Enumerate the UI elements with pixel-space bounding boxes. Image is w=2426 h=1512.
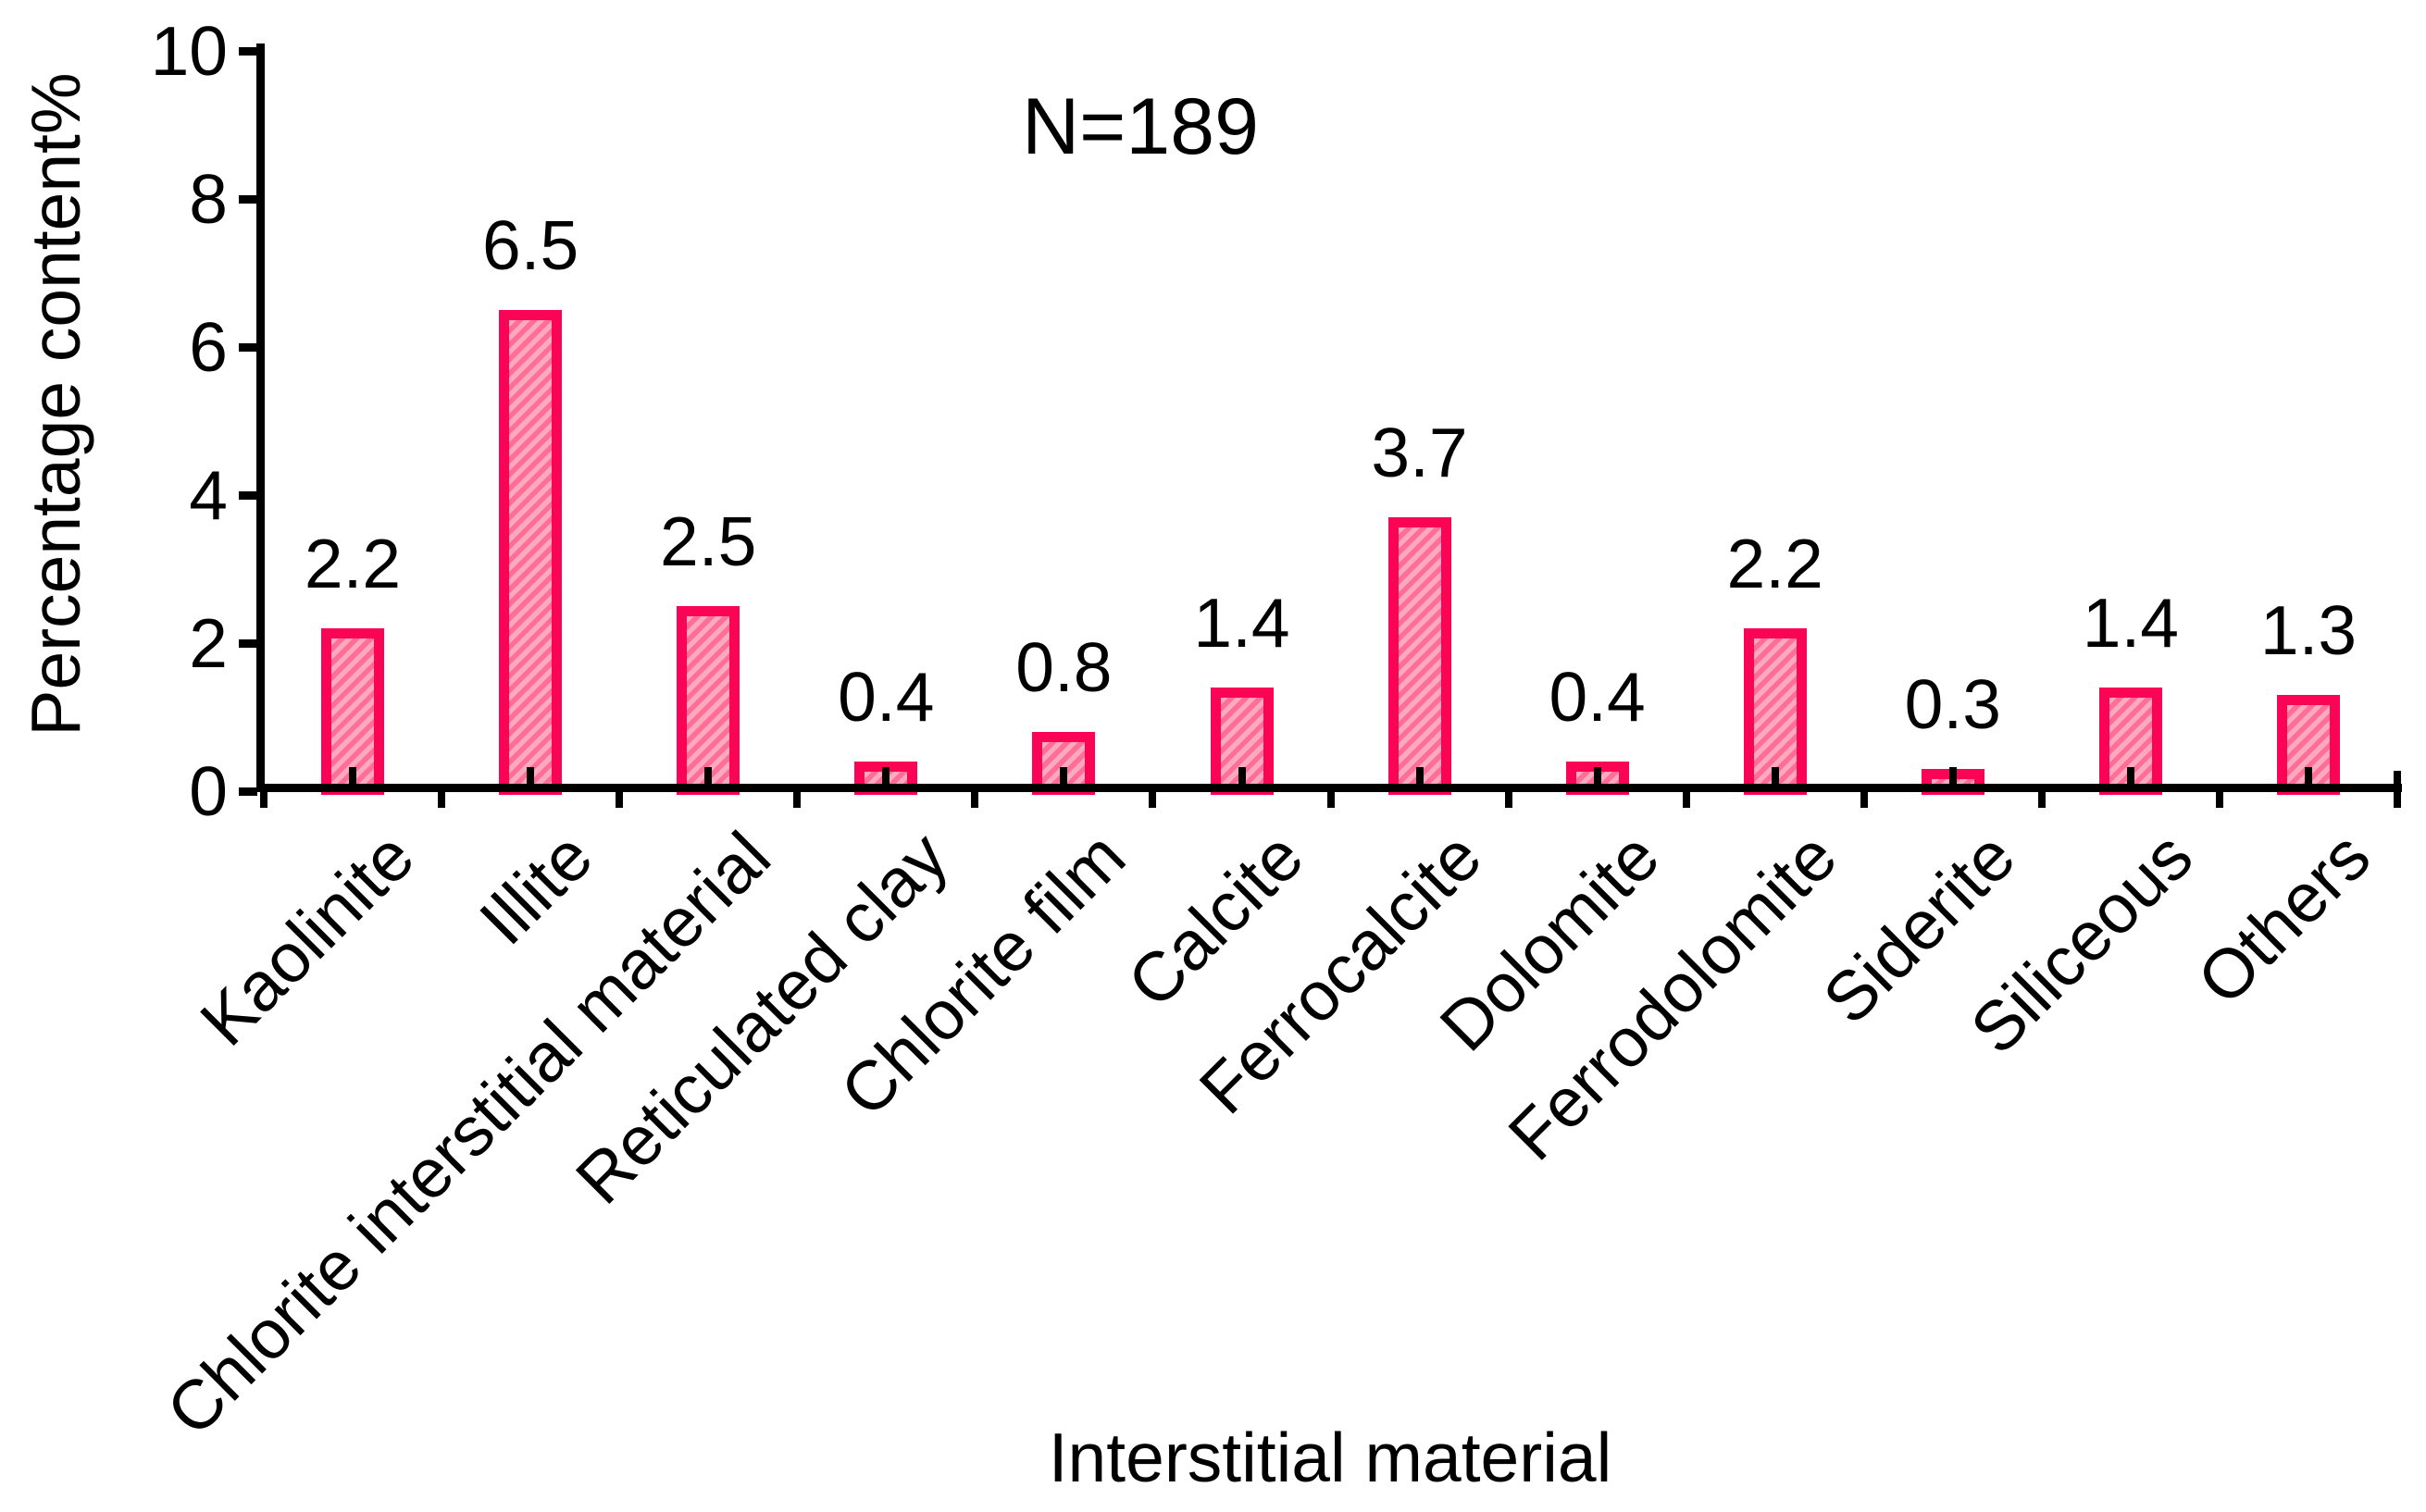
bar-value-label: 0.3 (1904, 665, 2001, 743)
x-tick-boundary (1682, 792, 1690, 808)
x-tick-boundary (1860, 792, 1868, 808)
x-tick-inside (2305, 767, 2312, 784)
bar-value-label: 0.4 (838, 658, 935, 736)
x-tick-boundary (438, 792, 446, 808)
x-tick-inside (349, 767, 356, 784)
x-tick-inside (1060, 767, 1068, 784)
x-tick-boundary (2215, 792, 2223, 808)
bar-value-label: 2.2 (304, 525, 402, 602)
x-tick-boundary (2394, 771, 2401, 808)
y-tick-label: 6 (189, 308, 228, 386)
y-tick-label: 10 (150, 12, 228, 90)
bar-ferrocalcite (1387, 517, 1451, 795)
x-tick-boundary (616, 792, 624, 808)
bar-value-label: 0.4 (1549, 658, 1646, 736)
x-tick-inside (2126, 767, 2134, 784)
y-tick (239, 47, 257, 56)
bar-value-label: 0.8 (1015, 628, 1113, 706)
bar-value-label: 6.5 (481, 206, 579, 284)
bar-value-label: 1.3 (2259, 591, 2358, 669)
bar-value-label: 2.5 (660, 502, 757, 580)
x-tick-boundary (2037, 792, 2046, 808)
y-axis-title: Percentage content% (17, 72, 94, 737)
x-tick-inside (1593, 767, 1601, 784)
bar-value-label: 1.4 (1193, 584, 1290, 662)
bar-illite (499, 310, 563, 795)
y-tick (239, 787, 257, 796)
category-label-illite: Illite (464, 816, 607, 960)
y-axis-line (256, 43, 265, 792)
x-tick-inside (882, 767, 890, 784)
x-tick-inside (527, 767, 535, 784)
x-tick-inside (1771, 767, 1779, 784)
x-tick-boundary (260, 792, 267, 808)
x-tick-boundary (971, 792, 979, 808)
bar-value-label: 3.7 (1371, 414, 1468, 491)
bar-value-label: 1.4 (2082, 584, 2180, 662)
category-label-kaolinite: Kaolinite (185, 816, 429, 1060)
x-tick-boundary (793, 792, 802, 808)
y-tick-label: 8 (189, 160, 228, 238)
y-tick-label: 4 (189, 456, 228, 534)
sample-size-annotation: N=189 (1022, 82, 1259, 171)
x-tick-boundary (1326, 792, 1335, 808)
x-tick-inside (1948, 767, 1957, 784)
y-tick-label: 2 (189, 604, 228, 682)
x-tick-inside (704, 767, 713, 784)
category-label-others: Others (2182, 816, 2385, 1020)
y-tick (239, 639, 257, 648)
y-tick-label: 0 (189, 752, 228, 830)
x-tick-inside (1238, 767, 1246, 784)
x-tick-boundary (1149, 792, 1157, 808)
x-tick-boundary (1504, 792, 1512, 808)
y-tick (239, 343, 257, 352)
x-tick-inside (1415, 767, 1424, 784)
x-axis-line (256, 784, 2402, 792)
x-axis-title: Interstitial material (1048, 1419, 1612, 1496)
y-tick (239, 491, 257, 500)
y-tick (239, 195, 257, 204)
bar-value-label: 2.2 (1726, 525, 1823, 602)
